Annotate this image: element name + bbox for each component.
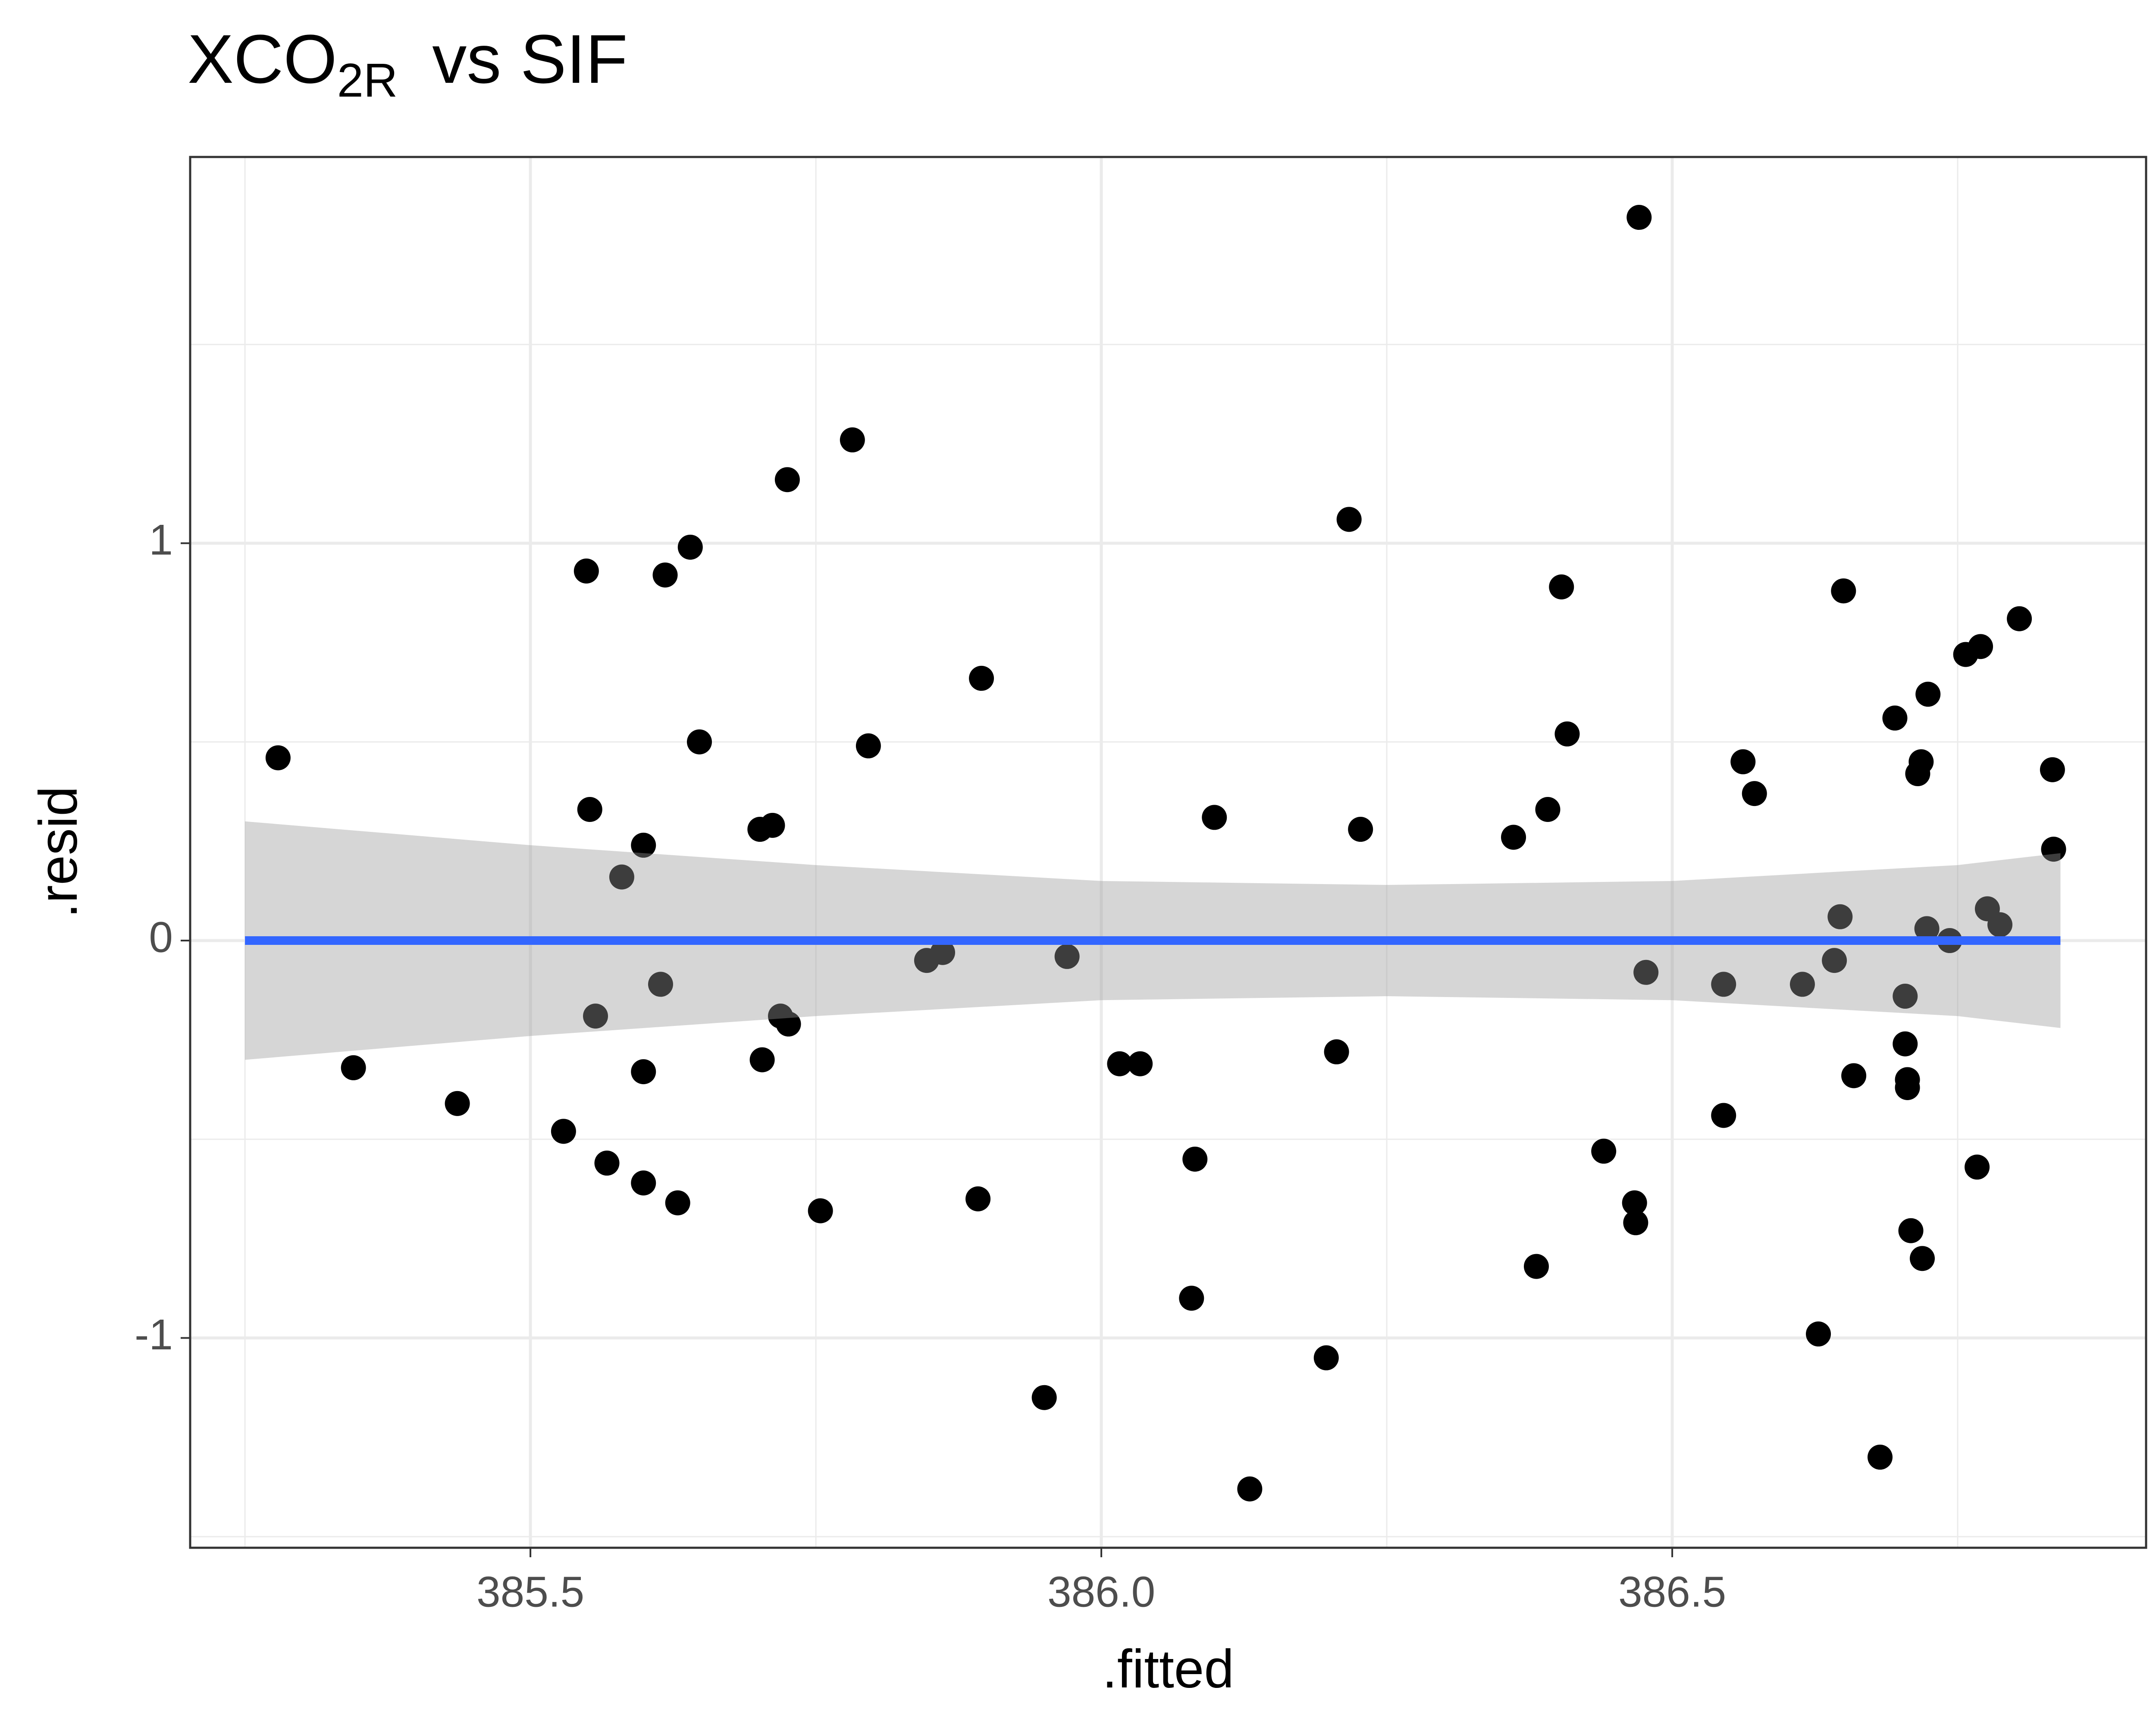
point — [609, 864, 634, 890]
point — [1591, 1138, 1617, 1164]
point — [1107, 1051, 1132, 1076]
point — [1554, 721, 1580, 746]
point — [1909, 1246, 1935, 1271]
point — [631, 1170, 656, 1196]
point — [1822, 948, 1847, 973]
point — [2007, 606, 2032, 631]
point — [1626, 205, 1652, 230]
x-tick-label: 386.0 — [1047, 1568, 1155, 1616]
x-tick-label: 386.5 — [1618, 1568, 1726, 1616]
point — [1908, 749, 1934, 775]
point — [1336, 507, 1362, 532]
point — [774, 467, 800, 492]
point — [749, 1047, 775, 1073]
x-axis-title: .fitted — [1102, 1639, 1234, 1699]
point — [1237, 1476, 1263, 1502]
point — [1179, 1286, 1204, 1311]
point — [1730, 749, 1756, 775]
title-main: XCO — [188, 20, 337, 97]
point — [1313, 1345, 1339, 1371]
y-tick-label: 1 — [149, 516, 173, 564]
point — [2041, 837, 2066, 862]
y-tick-label: -1 — [135, 1311, 173, 1359]
point — [1054, 944, 1080, 969]
point — [1831, 578, 1856, 604]
point — [856, 733, 881, 759]
point — [808, 1198, 833, 1223]
point — [265, 745, 291, 771]
point — [1893, 1031, 1918, 1057]
panel-border — [189, 156, 2147, 1549]
point — [930, 940, 956, 965]
point — [965, 1186, 991, 1211]
point — [969, 665, 994, 691]
point — [1806, 1321, 1831, 1347]
point — [1827, 904, 1853, 929]
point — [631, 1059, 656, 1085]
point — [583, 1004, 608, 1029]
point — [1623, 1210, 1648, 1236]
y-tick-label: 0 — [149, 913, 173, 961]
point — [1523, 1254, 1549, 1279]
point — [1915, 681, 1941, 707]
title-rest: vs SIF — [432, 20, 627, 97]
point — [594, 1151, 620, 1176]
point — [1711, 972, 1736, 997]
point — [551, 1119, 576, 1144]
point — [760, 812, 785, 838]
point — [648, 972, 673, 997]
point — [1549, 574, 1574, 599]
point — [1965, 1154, 1990, 1180]
point — [776, 1011, 801, 1037]
point — [341, 1055, 366, 1080]
point — [1622, 1190, 1647, 1216]
point — [1128, 1051, 1153, 1076]
point — [1742, 781, 1767, 806]
point — [1202, 805, 1227, 830]
point — [1633, 960, 1659, 985]
y-axis-title: .resid — [28, 786, 88, 918]
point — [1895, 1075, 1920, 1100]
point — [652, 562, 678, 588]
point — [1914, 916, 1940, 941]
point — [573, 558, 599, 584]
title-subscript: 2R — [337, 54, 398, 107]
point — [1031, 1385, 1057, 1410]
point — [1893, 984, 1918, 1009]
point — [1841, 1063, 1867, 1088]
point — [631, 832, 656, 858]
point — [1789, 972, 1815, 997]
point — [1535, 797, 1561, 822]
point — [665, 1190, 690, 1216]
point — [1968, 634, 1993, 659]
point — [1711, 1103, 1736, 1128]
point — [1868, 1444, 1893, 1470]
point — [2040, 757, 2065, 782]
point — [577, 797, 602, 822]
point — [1898, 1218, 1924, 1243]
point — [1348, 817, 1373, 842]
point — [445, 1091, 470, 1116]
point — [1987, 912, 2013, 938]
point — [687, 729, 712, 755]
point — [1882, 706, 1908, 731]
point — [1501, 825, 1526, 850]
point — [840, 427, 865, 453]
x-tick-label: 385.5 — [476, 1568, 584, 1616]
point — [1324, 1039, 1349, 1065]
point — [1182, 1146, 1208, 1172]
chart-title: XCO2R vs SIF — [188, 20, 628, 107]
point — [677, 534, 703, 560]
